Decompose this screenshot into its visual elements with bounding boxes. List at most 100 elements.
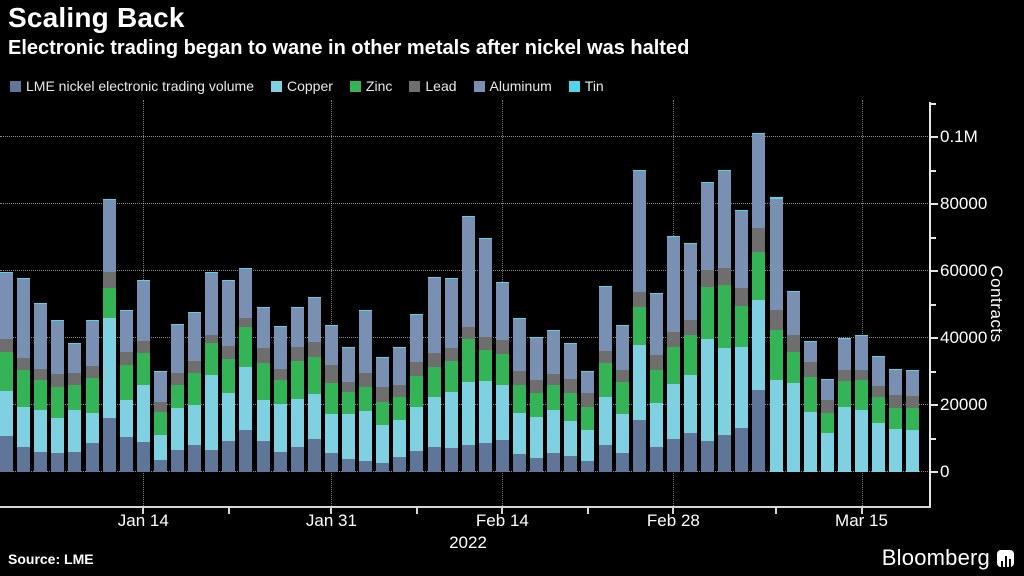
bar-segment xyxy=(581,430,595,461)
bar-segment xyxy=(290,307,304,308)
bar-segment xyxy=(786,335,800,352)
bar-stack-Jan-10 xyxy=(68,342,82,472)
source-note: Source: LME xyxy=(8,551,94,567)
bar-segment xyxy=(153,370,167,372)
bar-stack-Jan-27 xyxy=(290,307,304,472)
bar-segment xyxy=(222,280,236,281)
legend-swatch-icon xyxy=(349,80,361,92)
bar-segment xyxy=(239,366,253,431)
bar-segment xyxy=(222,393,236,441)
bar-stack-Jan-19 xyxy=(188,311,202,472)
bar-segment xyxy=(290,399,304,447)
bar-segment xyxy=(906,395,920,409)
bar-segment xyxy=(615,369,629,382)
bar-stack-Feb-22 xyxy=(598,286,612,472)
bar-segment xyxy=(684,374,697,434)
bar-segment xyxy=(837,338,851,371)
legend-label: Lead xyxy=(425,78,457,94)
bar-stack-Feb-1 xyxy=(342,347,355,472)
bar-segment xyxy=(444,278,458,349)
bar-stack-Feb-7 xyxy=(410,314,424,472)
bar-segment xyxy=(564,420,578,456)
bar-stack-Jan-28 xyxy=(307,296,321,472)
bar-segment xyxy=(205,449,219,472)
bar-segment xyxy=(324,453,338,472)
bar-segment xyxy=(342,391,355,415)
bar-stack-Jan-18 xyxy=(171,323,184,472)
bar-segment xyxy=(906,369,920,371)
bar-segment xyxy=(513,412,526,454)
bar-segment xyxy=(0,339,13,353)
bar-segment xyxy=(205,343,219,375)
bar-stack-Jan-21 xyxy=(222,280,236,472)
bar-segment xyxy=(256,348,270,364)
y-tick-label: 0.1M xyxy=(940,127,978,146)
bar-segment xyxy=(119,310,133,352)
bar-segment xyxy=(820,400,834,413)
bar-segment xyxy=(359,410,373,461)
bar-segment xyxy=(188,311,202,313)
bar-segment xyxy=(769,329,783,380)
bar-segment xyxy=(17,358,31,370)
bar-segment xyxy=(598,350,612,364)
bar-stack-Jan-25 xyxy=(256,306,270,472)
bar-segment xyxy=(461,326,475,340)
bar-segment xyxy=(752,228,766,252)
x-tick xyxy=(142,508,145,514)
legend-item: Zinc xyxy=(349,78,392,94)
bar-segment xyxy=(205,334,219,344)
bar-segment xyxy=(427,276,441,278)
bar-segment xyxy=(513,318,526,371)
bar-segment xyxy=(256,363,270,400)
bar-segment xyxy=(598,286,612,351)
bar-segment xyxy=(632,171,646,292)
bar-stack-Mar-9 xyxy=(786,291,800,472)
gridline-x-Mar-15 xyxy=(861,100,863,506)
bar-segment xyxy=(188,405,202,445)
bar-segment xyxy=(752,251,766,300)
bar-segment xyxy=(444,348,458,362)
bar-stack-Feb-3 xyxy=(376,356,390,472)
chart-subtitle: Electronic trading began to wane in othe… xyxy=(8,37,690,59)
bar-segment xyxy=(684,433,697,472)
gridline-y-80000 xyxy=(0,203,930,204)
bar-segment xyxy=(51,373,65,387)
bar-segment xyxy=(461,217,475,327)
bar-stack-Jan-17 xyxy=(153,370,167,472)
y-minor-tick xyxy=(931,169,936,172)
bar-segment xyxy=(342,414,355,460)
bar-segment xyxy=(666,236,680,238)
bar-segment xyxy=(461,339,475,382)
bar-segment xyxy=(68,372,82,385)
bar-segment xyxy=(786,291,800,293)
bar-segment xyxy=(171,384,184,409)
bar-segment xyxy=(410,362,424,376)
bar-segment xyxy=(427,352,441,367)
bar-segment xyxy=(530,379,544,393)
bar-segment xyxy=(342,347,355,382)
bar-segment xyxy=(581,371,595,393)
page-title: Scaling Back xyxy=(8,2,185,33)
bar-segment xyxy=(872,356,886,386)
bar-segment xyxy=(307,393,321,439)
bar-segment xyxy=(564,379,578,394)
x-tick-label: Feb 28 xyxy=(646,511,700,530)
bar-segment xyxy=(51,320,65,374)
legend-item: LME nickel electronic trading volume xyxy=(10,78,254,94)
bar-segment xyxy=(136,353,150,385)
bar-segment xyxy=(256,306,270,308)
bar-segment xyxy=(324,414,338,454)
x-tick-label: Jan 31 xyxy=(305,511,357,530)
bar-segment xyxy=(393,420,407,458)
bar-segment xyxy=(290,360,304,400)
bar-segment xyxy=(769,199,783,310)
bar-segment xyxy=(615,325,629,326)
bar-segment xyxy=(376,401,390,426)
bar-segment xyxy=(632,345,646,421)
bar-segment xyxy=(410,406,424,451)
legend-label: Copper xyxy=(287,78,333,94)
bar-segment xyxy=(803,376,817,412)
bar-segment xyxy=(684,243,697,320)
bar-stack-Feb-2 xyxy=(359,309,373,472)
bar-segment xyxy=(478,238,492,337)
